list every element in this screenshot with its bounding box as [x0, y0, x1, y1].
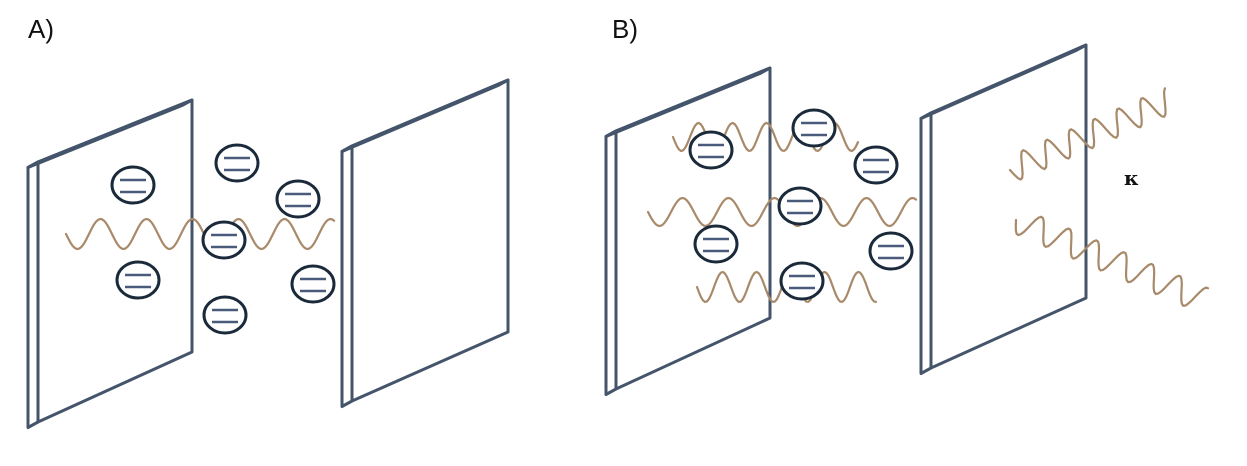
cavity-mirror-b-right-top [919, 43, 1088, 120]
cavity-mirror-a-left [26, 98, 194, 429]
panel-a-label: A) [28, 14, 54, 44]
mirrors-layer [26, 43, 1088, 429]
atom-a-7 [202, 295, 248, 335]
photon-wave-leak-upper [1008, 87, 1167, 181]
cavity-mirror-a-right-edge [340, 144, 354, 408]
cavity-mirror-b-left-face [614, 66, 772, 391]
atom-b-7-shell [779, 261, 825, 301]
cavity-mirror-a-left-edge [26, 160, 40, 429]
cavity-mirror-b-left-edge [604, 129, 618, 396]
cavity-mirror-a-right [340, 78, 510, 408]
cavity-mirror-a-left-top [26, 98, 194, 169]
atom-a-1 [110, 165, 156, 205]
atom-b-2 [791, 108, 837, 148]
atom-b-4 [777, 186, 823, 226]
cavity-mirror-a-left-face [36, 98, 194, 424]
panel-b-label: B) [612, 14, 638, 44]
cavity-mirror-a-right-top [340, 78, 510, 153]
atom-a-4 [201, 220, 247, 260]
atom-a-2-shell [214, 143, 260, 183]
atom-a-5-shell [115, 260, 161, 300]
cavity-mirror-a-right-face [350, 78, 510, 403]
atom-a-3-shell [275, 179, 321, 219]
loss-rate-label: κ [1124, 166, 1139, 190]
atom-b-3-shell [853, 145, 899, 185]
cavity-mirror-b-left-top [604, 66, 772, 138]
atoms-layer [110, 108, 914, 335]
atom-a-7-shell [202, 295, 248, 335]
atom-b-5 [693, 224, 739, 264]
atom-b-3 [853, 145, 899, 185]
atom-b-1 [688, 130, 734, 170]
atom-b-6-shell [868, 231, 914, 271]
cavity-mirror-b-right [919, 43, 1088, 375]
atom-a-1-shell [110, 165, 156, 205]
atom-a-2 [214, 143, 260, 183]
atom-b-5-shell [693, 224, 739, 264]
atom-b-7 [779, 261, 825, 301]
photon-wave-leak-lower [1014, 215, 1210, 307]
atom-b-4-shell [777, 186, 823, 226]
atom-a-6-shell [290, 264, 336, 304]
atom-b-1-shell [688, 130, 734, 170]
photon-wave-a [64, 217, 336, 251]
atom-a-6 [290, 264, 336, 304]
atom-a-5 [115, 260, 161, 300]
atom-b-2-shell [791, 108, 837, 148]
atom-a-4-shell [201, 220, 247, 260]
cavity-mirror-b-right-edge [919, 111, 933, 375]
atom-a-3 [275, 179, 321, 219]
cavity-mirror-b-right-face [929, 43, 1088, 370]
cavity-mirror-b-left [604, 66, 772, 396]
atom-b-6 [868, 231, 914, 271]
